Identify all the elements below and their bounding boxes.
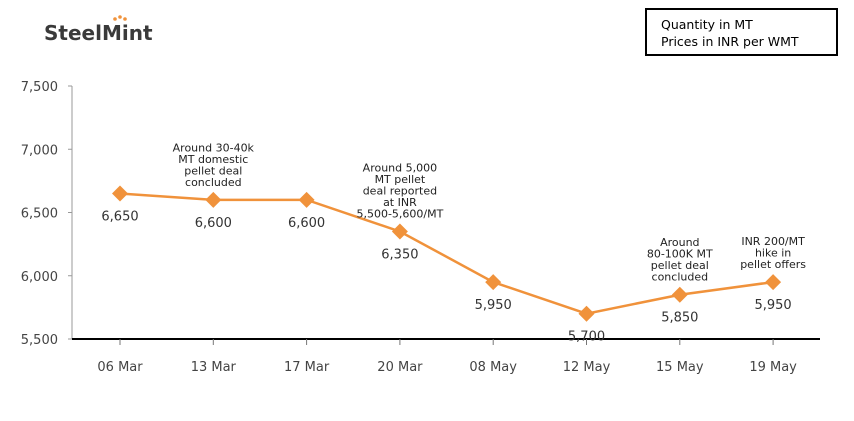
data-label: 6,600: [195, 216, 232, 231]
annotation-line: pellet offers: [740, 258, 806, 271]
units-note: Quantity in MT Prices in INR per WMT: [645, 8, 838, 56]
data-label: 6,650: [101, 210, 138, 225]
x-tick-label: 20 Mar: [377, 360, 423, 375]
logo-text: SteelMint: [44, 21, 153, 45]
y-tick-label: 7,000: [21, 143, 58, 158]
logo-dots: [113, 15, 127, 21]
annotation-line: Around 30-40k: [173, 141, 255, 154]
annotation-text: Around 30-40k MT domestic pellet deal concl…: [173, 141, 255, 189]
annotation-line: Around 5,000: [363, 161, 437, 174]
steelmint-logo: SteelMint: [44, 15, 153, 45]
y-tick-label: 6,500: [21, 207, 58, 222]
annotation-line: hike in: [755, 247, 791, 260]
data-point-marker: [298, 191, 315, 208]
y-tick-label: 6,000: [21, 270, 58, 285]
annotation-line: at INR: [383, 196, 417, 209]
x-tick-label: 19 May: [749, 360, 797, 375]
data-label: 5,700: [568, 330, 605, 345]
y-tick-label: 5,500: [21, 333, 58, 348]
data-point-marker: [671, 286, 688, 303]
annotation-line: concluded: [652, 271, 709, 284]
data-point-marker: [485, 274, 502, 291]
annotation-text: Around 5,000 MT pellet deal reported at INR…: [356, 161, 443, 220]
annotation-line: deal reported: [363, 184, 437, 197]
series-line: [119, 192, 774, 315]
annotation-line: INR 200/MT: [741, 235, 805, 248]
data-label: 5,850: [661, 311, 698, 326]
data-point-marker: [112, 185, 128, 202]
y-axis-ticks: 5,500 6,000 6,500 7,000 7,500: [21, 80, 72, 348]
annotation-line: concluded: [185, 176, 242, 189]
annotation-line: 5,500-5,600/MT: [356, 207, 443, 220]
annotation-text: Around 80-100K MT pellet deal concluded: [647, 236, 713, 284]
annotation-text: INR 200/MT hike in pellet offers: [740, 235, 806, 271]
axes: [71, 86, 820, 340]
data-label: 5,950: [754, 298, 791, 313]
annotation-line: 80-100K MT: [647, 248, 713, 261]
data-point-marker: [205, 191, 222, 208]
note-prices: Prices in INR per WMT: [661, 34, 799, 49]
note-quantity: Quantity in MT: [661, 17, 753, 32]
data-label: 6,350: [381, 247, 418, 262]
annotations: Around 30-40k MT domestic pellet deal concl…: [173, 141, 807, 283]
x-tick-label: 08 May: [469, 360, 517, 375]
annotation-line: Around: [660, 236, 699, 249]
x-tick-label: 12 May: [563, 360, 611, 375]
y-tick-label: 7,500: [21, 80, 58, 95]
annotation-line: pellet deal: [184, 164, 242, 177]
data-point-marker: [765, 274, 782, 291]
annotation-line: pellet deal: [651, 259, 709, 272]
x-tick-label: 13 Mar: [191, 360, 237, 375]
data-point-marker: [391, 223, 408, 240]
annotation-line: MT domestic: [178, 153, 248, 166]
x-axis-ticks: 06 Mar 13 Mar 17 Mar 20 Mar 08 May 12 May 15 M…: [97, 339, 797, 375]
data-label: 5,950: [475, 298, 512, 313]
data-labels: 6,650 6,600 6,600 6,350 5,950 5,700 5,850 5,950: [101, 210, 791, 345]
x-tick-label: 17 Mar: [284, 360, 330, 375]
data-label: 6,600: [288, 216, 325, 231]
x-tick-label: 15 May: [656, 360, 704, 375]
series-markers: [112, 185, 782, 322]
data-point-marker: [578, 305, 595, 322]
series-polyline: [119, 192, 774, 315]
x-tick-label: 06 Mar: [97, 360, 143, 375]
annotation-line: MT pellet: [375, 173, 426, 186]
